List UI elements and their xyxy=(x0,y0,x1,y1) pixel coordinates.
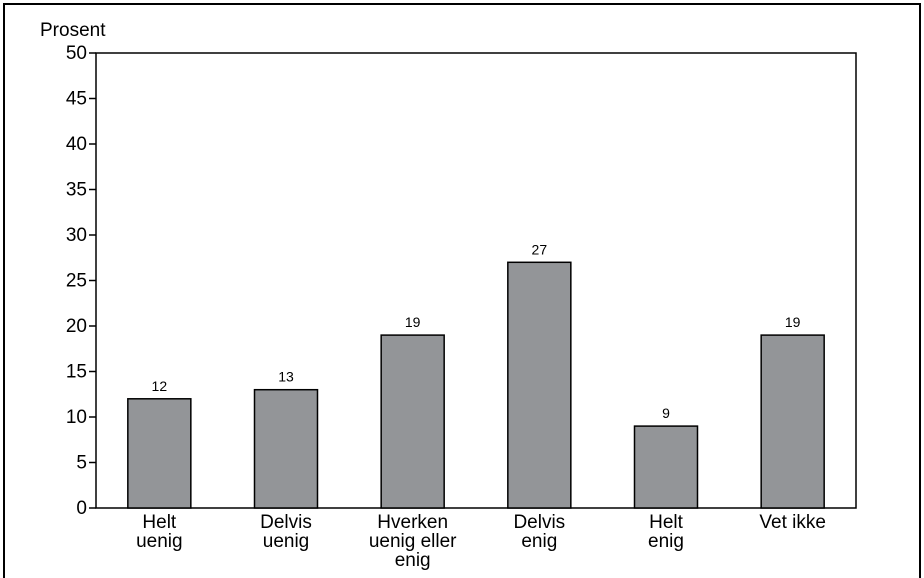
x-tick-label-line: enig xyxy=(648,531,684,552)
bar xyxy=(127,398,192,509)
bar-value-label: 12 xyxy=(152,378,168,394)
x-tick-label-line: Delvis xyxy=(260,512,312,533)
bar-value-label: 19 xyxy=(405,314,421,330)
y-tick-label: 40 xyxy=(66,134,87,155)
x-tick-label-line: Helt xyxy=(142,512,177,533)
figure-border xyxy=(3,3,921,578)
bar xyxy=(380,334,445,509)
y-tick-label: 50 xyxy=(66,43,87,64)
x-tick-label-line: uenig xyxy=(263,531,310,552)
y-tick-label: 30 xyxy=(66,225,87,246)
y-tick-label: 10 xyxy=(66,407,87,428)
bar xyxy=(633,425,699,509)
y-axis: 0 5 10 15 20 25 30 35 40 45 50 xyxy=(66,43,96,519)
x-tick-label: Helt enig xyxy=(648,512,684,552)
y-axis-title: Prosent xyxy=(40,20,106,41)
bars xyxy=(127,261,825,509)
bar xyxy=(253,388,319,509)
plot-area xyxy=(95,52,857,509)
x-tick-label-line: Helt xyxy=(649,512,684,533)
x-tick-label-line: Hverken xyxy=(377,512,448,533)
y-tick-label: 25 xyxy=(66,271,87,292)
y-tick-label: 20 xyxy=(66,316,87,337)
value-labels: 12 13 19 27 9 19 xyxy=(152,241,801,421)
y-tick-label: 35 xyxy=(66,180,87,201)
bar-value-label: 19 xyxy=(785,314,801,330)
x-tick-label-line: Delvis xyxy=(513,512,565,533)
bar xyxy=(507,261,572,509)
x-tick-label: Helt uenig xyxy=(136,512,183,552)
x-tick-label: Delvis enig xyxy=(513,512,565,552)
x-tick-label: Delvis uenig xyxy=(260,512,312,552)
bar-value-label: 9 xyxy=(662,405,670,421)
x-tick-label-line: uenig xyxy=(136,531,183,552)
y-tick-label: 45 xyxy=(66,89,87,110)
bar xyxy=(760,334,825,509)
y-tick-label: 5 xyxy=(76,453,87,474)
x-tick-label-line: enig xyxy=(521,531,557,552)
x-tick-label: Hverken uenig eller enig xyxy=(369,512,457,571)
y-tick-label: 15 xyxy=(66,362,87,383)
bar-value-label: 27 xyxy=(532,241,548,257)
x-tick-label-line: Vet ikke xyxy=(759,512,826,533)
y-tick-label: 0 xyxy=(76,498,87,519)
x-tick-label: Vet ikke xyxy=(759,512,826,533)
x-tick-label-line: uenig eller xyxy=(369,531,457,552)
x-tick-label-line: enig xyxy=(395,550,431,571)
bar-value-label: 13 xyxy=(278,369,294,385)
